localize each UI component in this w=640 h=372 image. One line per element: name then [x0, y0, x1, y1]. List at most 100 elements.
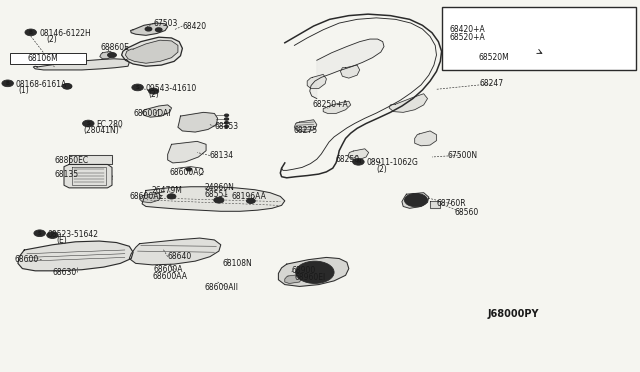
Text: 68960EI: 68960EI: [294, 273, 326, 282]
Text: 68630: 68630: [52, 268, 77, 277]
Circle shape: [152, 90, 156, 92]
Text: 68600AA: 68600AA: [152, 272, 188, 280]
Circle shape: [148, 88, 159, 94]
Text: 68153: 68153: [214, 122, 239, 131]
Text: 68600AC: 68600AC: [170, 168, 204, 177]
Polygon shape: [454, 14, 552, 34]
Text: S: S: [38, 231, 42, 236]
Text: (E): (E): [56, 236, 67, 245]
Text: 09543-41610: 09543-41610: [146, 84, 197, 93]
Text: 68420+A: 68420+A: [449, 25, 485, 34]
Polygon shape: [131, 23, 168, 35]
Text: 68520M: 68520M: [479, 53, 509, 62]
Circle shape: [225, 125, 228, 128]
Text: 68600: 68600: [14, 255, 38, 264]
Polygon shape: [430, 201, 440, 208]
Polygon shape: [294, 120, 317, 132]
Text: 68134: 68134: [210, 151, 234, 160]
Text: 24860N: 24860N: [205, 183, 235, 192]
Polygon shape: [64, 164, 112, 188]
Text: 67500N: 67500N: [448, 151, 478, 160]
Text: 68600AII: 68600AII: [205, 283, 239, 292]
Circle shape: [156, 28, 162, 32]
Text: (1): (1): [18, 86, 29, 95]
Text: (2): (2): [46, 35, 57, 44]
Circle shape: [246, 198, 255, 203]
Circle shape: [63, 84, 72, 89]
Circle shape: [83, 120, 94, 127]
Circle shape: [108, 52, 116, 58]
FancyBboxPatch shape: [10, 53, 86, 64]
Polygon shape: [323, 101, 351, 113]
Circle shape: [132, 84, 143, 91]
Text: (2): (2): [376, 165, 387, 174]
Text: EC.280: EC.280: [97, 120, 124, 129]
Polygon shape: [122, 37, 182, 66]
Circle shape: [216, 198, 222, 202]
Text: 68860EC: 68860EC: [54, 156, 88, 165]
Polygon shape: [100, 51, 114, 59]
Circle shape: [167, 194, 176, 199]
Text: 68600A: 68600A: [154, 265, 183, 274]
Circle shape: [353, 158, 364, 165]
Text: (28041N): (28041N): [83, 126, 119, 135]
Text: 68860E: 68860E: [100, 43, 129, 52]
Circle shape: [63, 84, 72, 89]
Text: 08911-1062G: 08911-1062G: [367, 158, 419, 167]
Circle shape: [214, 197, 224, 203]
Circle shape: [51, 234, 54, 236]
Circle shape: [225, 118, 228, 120]
Polygon shape: [348, 149, 369, 160]
Polygon shape: [129, 238, 221, 265]
Text: 68250+A: 68250+A: [312, 100, 348, 109]
Polygon shape: [69, 155, 112, 164]
Circle shape: [2, 80, 13, 87]
Circle shape: [296, 261, 334, 283]
Polygon shape: [402, 193, 429, 208]
Polygon shape: [142, 105, 172, 117]
Circle shape: [34, 230, 45, 237]
Polygon shape: [415, 131, 436, 146]
Text: 68135: 68135: [54, 170, 79, 179]
Text: 08146-6122H: 08146-6122H: [39, 29, 91, 38]
Circle shape: [410, 196, 422, 204]
Text: 68560: 68560: [454, 208, 479, 217]
FancyBboxPatch shape: [442, 7, 636, 70]
Circle shape: [225, 114, 228, 116]
Text: S: S: [86, 121, 90, 126]
Circle shape: [47, 232, 58, 238]
Polygon shape: [310, 39, 384, 99]
Polygon shape: [168, 141, 206, 163]
Text: 68600AE: 68600AE: [129, 192, 164, 201]
Text: N: N: [356, 159, 361, 164]
Polygon shape: [507, 19, 554, 36]
Text: (2): (2): [148, 90, 159, 99]
Polygon shape: [285, 275, 302, 283]
Circle shape: [248, 199, 254, 203]
Circle shape: [25, 29, 36, 36]
Text: 68275: 68275: [293, 126, 317, 135]
Text: 68900: 68900: [291, 266, 316, 275]
Text: 68196AA: 68196AA: [232, 192, 266, 201]
Polygon shape: [142, 187, 285, 211]
Text: S: S: [136, 85, 140, 90]
Text: 68250: 68250: [336, 155, 360, 164]
Text: 68108N: 68108N: [223, 259, 252, 267]
Text: 68520+A: 68520+A: [449, 33, 485, 42]
Text: B: B: [29, 30, 33, 35]
Text: 08523-51642: 08523-51642: [48, 230, 99, 239]
Polygon shape: [307, 74, 326, 89]
Polygon shape: [33, 59, 129, 70]
Polygon shape: [340, 65, 360, 78]
Text: 26479M: 26479M: [151, 186, 182, 195]
Circle shape: [404, 193, 428, 207]
Polygon shape: [125, 40, 178, 63]
Polygon shape: [178, 112, 218, 132]
Polygon shape: [389, 94, 428, 112]
Text: 68551: 68551: [205, 190, 229, 199]
Text: J68000PY: J68000PY: [488, 310, 539, 319]
Circle shape: [302, 265, 328, 280]
Text: B: B: [6, 81, 10, 86]
Circle shape: [225, 122, 228, 124]
Circle shape: [186, 168, 191, 171]
